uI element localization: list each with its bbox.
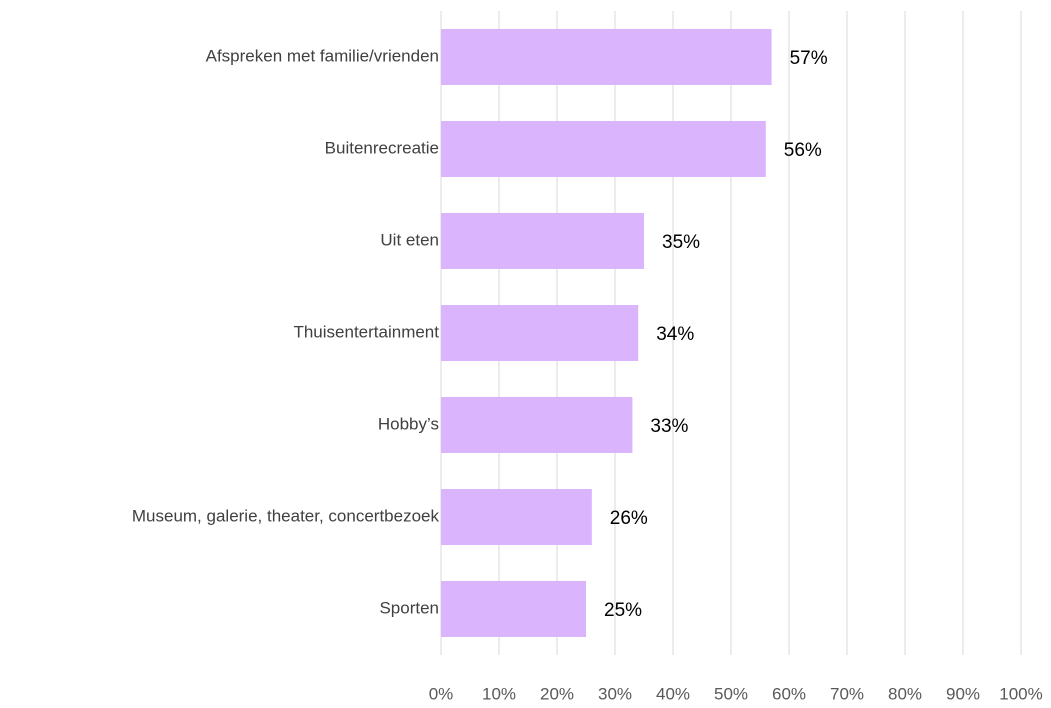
bar [441,29,772,85]
data-label: 33% [650,416,688,437]
x-tick-label: 10% [482,684,516,703]
bar [441,213,644,269]
y-tick-label: Hobby’s [378,414,439,433]
x-tick-label: 0% [429,684,454,703]
x-tick-label: 30% [598,684,632,703]
data-label: 25% [604,600,642,621]
bar [441,581,586,637]
x-tick-label: 80% [888,684,922,703]
data-label: 34% [656,324,694,345]
bar [441,489,592,545]
x-tick-label: 50% [714,684,748,703]
data-label: 26% [610,508,648,529]
x-tick-label: 40% [656,684,690,703]
x-tick-label: 90% [946,684,980,703]
x-tick-label: 100% [999,684,1042,703]
y-tick-label: Uit eten [380,230,439,249]
data-label: 57% [790,48,828,69]
data-label: 56% [784,140,822,161]
x-tick-label: 70% [830,684,864,703]
bar [441,397,633,453]
y-tick-label: Museum, galerie, theater, concertbezoek [132,506,440,525]
y-tick-label: Afspreken met familie/vrienden [206,46,439,65]
x-tick-label: 20% [540,684,574,703]
x-tick-label: 60% [772,684,806,703]
y-tick-label: Sporten [379,598,439,617]
bar [441,121,766,177]
y-tick-label: Buitenrecreatie [325,138,439,157]
data-label: 35% [662,232,700,253]
y-tick-label: Thuisentertainment [293,322,439,341]
bar [441,305,639,361]
